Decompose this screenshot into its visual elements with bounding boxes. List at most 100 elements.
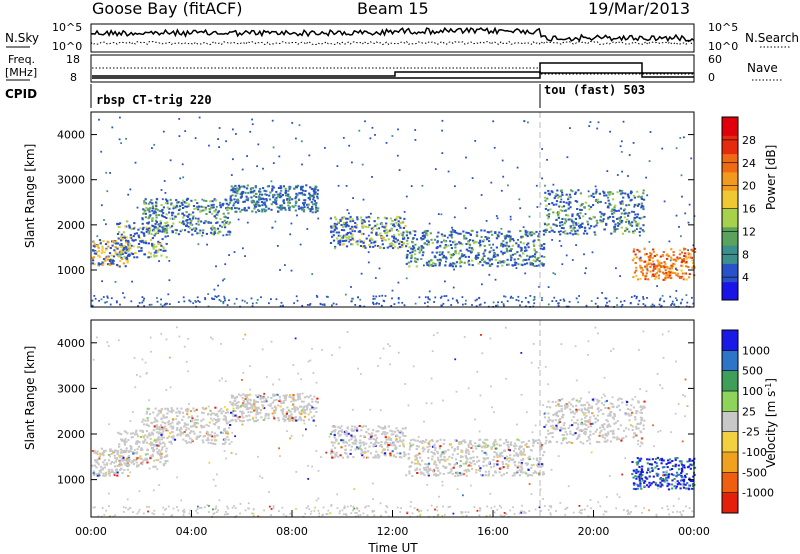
data-cell xyxy=(515,267,518,269)
data-cell xyxy=(241,404,244,407)
data-cell xyxy=(178,428,181,431)
data-cell xyxy=(254,419,258,422)
data-cell xyxy=(549,425,553,428)
data-cell xyxy=(476,298,478,301)
data-cell xyxy=(418,296,421,299)
data-cell xyxy=(578,429,581,432)
data-cell xyxy=(423,474,426,477)
data-cell xyxy=(631,221,634,224)
data-cell xyxy=(193,424,196,427)
data-cell xyxy=(427,442,430,445)
data-cell xyxy=(415,261,418,263)
data-cell xyxy=(465,156,467,159)
data-cell xyxy=(682,260,685,263)
data-cell xyxy=(574,193,577,195)
data-cell xyxy=(644,304,647,307)
data-cell xyxy=(576,208,579,210)
data-cell xyxy=(339,433,342,436)
data-cell xyxy=(213,435,216,438)
data-cell xyxy=(284,187,287,190)
data-cell xyxy=(458,262,461,265)
data-cell xyxy=(207,424,210,427)
data-cell xyxy=(156,450,159,453)
data-cell xyxy=(401,427,404,430)
data-cell xyxy=(123,441,126,444)
data-cell xyxy=(105,171,108,174)
data-cell xyxy=(137,445,140,448)
data-cell xyxy=(144,240,147,243)
data-cell xyxy=(400,456,403,459)
data-cell xyxy=(114,251,117,254)
data-cell xyxy=(125,246,128,249)
data-cell xyxy=(383,230,386,232)
data-cell xyxy=(151,242,154,245)
data-cell xyxy=(577,301,579,304)
data-cell xyxy=(560,227,563,229)
data-cell xyxy=(218,146,220,148)
data-cell xyxy=(651,303,654,306)
data-cell xyxy=(330,230,333,233)
data-cell xyxy=(155,202,158,205)
data-cell xyxy=(162,246,165,249)
data-cell xyxy=(640,412,643,414)
data-cell xyxy=(620,212,623,215)
data-cell xyxy=(127,243,130,246)
data-cell xyxy=(505,235,508,237)
data-cell xyxy=(313,191,316,194)
data-cell xyxy=(584,412,587,415)
data-cell xyxy=(219,230,222,233)
data-cell xyxy=(130,461,133,464)
data-cell xyxy=(541,297,543,299)
data-cell xyxy=(193,423,197,426)
data-cell xyxy=(354,438,357,441)
data-cell xyxy=(685,265,688,268)
data-cell xyxy=(233,202,236,205)
data-cell xyxy=(403,211,406,213)
data-cell xyxy=(433,462,436,465)
data-cell xyxy=(579,192,582,195)
data-cell xyxy=(163,225,166,228)
data-cell xyxy=(515,444,518,447)
data-cell xyxy=(291,198,294,201)
data-cell xyxy=(364,425,367,428)
data-cell xyxy=(224,417,227,420)
data-cell xyxy=(135,459,138,461)
data-cell xyxy=(196,415,199,418)
data-cell xyxy=(239,405,243,408)
data-cell xyxy=(226,216,229,219)
data-cell xyxy=(620,221,623,224)
data-cell xyxy=(523,471,526,474)
data-cell xyxy=(672,262,675,265)
data-cell xyxy=(158,449,161,452)
data-cell xyxy=(98,239,102,242)
data-cell xyxy=(134,252,137,255)
data-cell xyxy=(256,200,258,203)
data-cell xyxy=(440,295,443,298)
data-cell xyxy=(288,206,292,209)
data-cell xyxy=(151,244,154,247)
data-cell xyxy=(257,406,260,409)
data-cell xyxy=(340,439,343,442)
data-cell xyxy=(239,394,242,397)
data-cell xyxy=(671,302,673,305)
data-cell xyxy=(438,264,441,267)
data-cell xyxy=(554,273,557,276)
data-cell xyxy=(453,449,456,452)
data-cell xyxy=(120,244,123,247)
data-cell xyxy=(549,432,552,435)
data-cell xyxy=(153,234,156,237)
data-cell xyxy=(463,234,466,237)
data-cell xyxy=(514,263,517,266)
data-cell xyxy=(315,407,318,410)
data-cell xyxy=(177,212,180,215)
data-cell xyxy=(544,191,547,194)
data-cell xyxy=(367,450,370,453)
data-cell xyxy=(342,441,345,444)
data-cell xyxy=(281,194,284,196)
data-cell xyxy=(339,235,342,237)
data-cell xyxy=(620,398,623,400)
data-cell xyxy=(385,142,388,144)
data-cell xyxy=(312,198,315,201)
data-cell xyxy=(403,451,406,454)
data-cell xyxy=(690,248,693,251)
